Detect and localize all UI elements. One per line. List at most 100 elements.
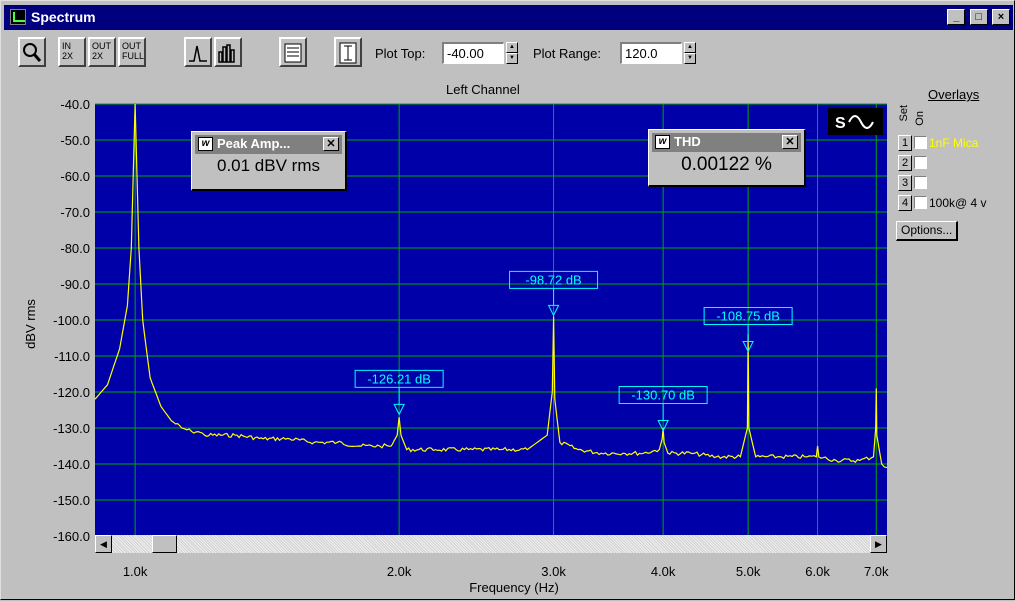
overlay-set-button-3[interactable]: 3 bbox=[898, 175, 912, 191]
y-tick-label: -100.0 bbox=[53, 313, 90, 328]
minimize-button[interactable]: _ bbox=[947, 9, 966, 25]
overlay-set-button-4[interactable]: 4 bbox=[898, 195, 912, 211]
scroll-right-button[interactable]: ▶ bbox=[870, 535, 887, 553]
overlays-set-header: Set bbox=[898, 105, 910, 122]
title-bar[interactable]: Spectrum _ □ × bbox=[4, 5, 1013, 30]
overlay-set-button-2[interactable]: 2 bbox=[898, 155, 912, 171]
overlay-checkbox-1[interactable] bbox=[914, 136, 927, 149]
thd-popup[interactable]: w THD ✕ 0.00122 % bbox=[648, 129, 806, 187]
x-tick-label: 4.0k bbox=[651, 564, 676, 579]
thd-popup-title: THD bbox=[674, 134, 701, 149]
wave-icon: w bbox=[198, 137, 213, 151]
zoom-in-2x-label: IN 2X bbox=[62, 41, 74, 61]
x-tick-label: 3.0k bbox=[541, 564, 566, 579]
logo-icon: S bbox=[835, 115, 846, 132]
range-button[interactable] bbox=[334, 37, 362, 67]
y-tick-label: -160.0 bbox=[53, 529, 90, 544]
window-title: Spectrum bbox=[31, 9, 96, 25]
y-tick-label: -130.0 bbox=[53, 421, 90, 436]
plot-top-label: Plot Top: bbox=[375, 46, 426, 61]
scroll-thumb[interactable] bbox=[152, 535, 177, 553]
x-tick-label: 7.0k bbox=[864, 564, 889, 579]
overlay-options-button[interactable]: Options... bbox=[896, 221, 959, 241]
peak-amplitude-popup[interactable]: w Peak Amp... ✕ 0.01 dBV rms bbox=[191, 131, 347, 191]
thd-value: 0.00122 % bbox=[681, 154, 772, 175]
x-tick-label: 6.0k bbox=[805, 564, 830, 579]
plot-range-field[interactable]: 120.0 bbox=[620, 42, 682, 64]
plot-top-field[interactable]: -40.00 bbox=[442, 42, 504, 64]
overlay-checkbox-2[interactable] bbox=[914, 156, 927, 169]
spectrum-trace bbox=[94, 103, 888, 469]
list-button[interactable] bbox=[279, 37, 307, 67]
marker-label: -126.21 dB bbox=[367, 371, 431, 386]
marker-arrow bbox=[547, 304, 560, 317]
marker-label: -108.75 dB bbox=[716, 309, 780, 324]
spectrum-plot[interactable]: -40.0 -50.0 -60.0 -70.0 -80.0 -90.0 -100.0 -110… bbox=[1, 1, 901, 601]
overlays-title: Overlays bbox=[928, 87, 980, 102]
plot-top-spinner[interactable]: ▲ ▼ bbox=[506, 42, 518, 64]
zoom-out-2x-label: OUT 2X bbox=[92, 41, 111, 61]
overlay-row-3: 3 bbox=[898, 175, 929, 193]
overlay-row-4: 4 100k@ 4 v bbox=[898, 195, 987, 213]
chart-title: Left Channel bbox=[446, 82, 520, 97]
zoom-out-full-label: OUT FULL bbox=[122, 41, 145, 61]
scroll-left-button[interactable]: ◀ bbox=[95, 535, 112, 553]
y-tick-label: -80.0 bbox=[60, 241, 90, 256]
peak-popup-close-button[interactable]: ✕ bbox=[323, 137, 339, 151]
maximize-button[interactable]: □ bbox=[969, 9, 988, 25]
plot-range-label: Plot Range: bbox=[533, 46, 601, 61]
zoom-out-2x-button[interactable]: OUT 2X bbox=[88, 37, 116, 67]
marker-label: -130.70 dB bbox=[631, 388, 695, 403]
x-tick-label: 2.0k bbox=[387, 564, 412, 579]
zoom-out-full-button[interactable]: OUT FULL bbox=[118, 37, 146, 67]
zoom-in-2x-button[interactable]: IN 2X bbox=[58, 37, 86, 67]
overlay-set-button-1[interactable]: 1 bbox=[898, 135, 912, 151]
close-button[interactable]: × bbox=[992, 9, 1010, 25]
wave-logo-icon bbox=[848, 115, 874, 129]
marker-arrow bbox=[393, 403, 405, 416]
peak-amplitude-value: 0.01 dBV rms bbox=[217, 156, 320, 175]
y-tick-label: -110.0 bbox=[54, 349, 90, 364]
range-icon bbox=[339, 42, 357, 64]
line-graph-button[interactable] bbox=[184, 37, 212, 67]
peak-popup-title: Peak Amp... bbox=[217, 136, 291, 151]
y-tick-label: -90.0 bbox=[60, 277, 90, 292]
marker-label: -98.72 dB bbox=[525, 272, 581, 287]
zoom-button[interactable] bbox=[18, 37, 46, 67]
x-tick-label: 5.0k bbox=[736, 564, 761, 579]
overlay-row-1: 1 1nF Mica bbox=[898, 135, 978, 153]
thd-popup-close-button[interactable]: ✕ bbox=[782, 135, 798, 149]
marker-arrow bbox=[657, 420, 669, 432]
magnifier-icon bbox=[23, 43, 42, 62]
bar-graph-icon bbox=[218, 44, 235, 63]
overlay-label-4: 100k@ 4 v bbox=[929, 196, 987, 210]
marker-arrow bbox=[742, 341, 754, 353]
spectrum-app-icon[interactable] bbox=[10, 9, 26, 25]
x-axis-label: Frequency (Hz) bbox=[469, 580, 559, 595]
y-tick-label: -40.0 bbox=[60, 97, 90, 112]
y-tick-label: -70.0 bbox=[60, 205, 90, 220]
list-icon bbox=[284, 43, 302, 63]
plot-range-spinner[interactable]: ▲ ▼ bbox=[684, 42, 696, 64]
y-tick-label: -60.0 bbox=[60, 169, 90, 184]
overlays-on-header: On bbox=[914, 111, 926, 126]
toolbar: IN 2X OUT 2X OUT FULL Plot Top: -40.00 ▲… bbox=[4, 31, 1013, 71]
x-tick-label: 1.0k bbox=[123, 564, 148, 579]
y-tick-label: -150.0 bbox=[53, 493, 90, 508]
y-tick-label: -120.0 bbox=[53, 385, 90, 400]
peak-popup-titlebar[interactable]: w Peak Amp... ✕ bbox=[195, 135, 342, 154]
overlay-label-1: 1nF Mica bbox=[929, 136, 979, 150]
wave-icon: w bbox=[655, 135, 670, 149]
y-tick-label: -140.0 bbox=[53, 457, 90, 472]
y-tick-label: -50.0 bbox=[60, 133, 90, 148]
thd-popup-titlebar[interactable]: w THD ✕ bbox=[652, 133, 801, 152]
logo-badge bbox=[828, 108, 883, 135]
horizontal-scrollbar[interactable]: ◀ ▶ bbox=[95, 535, 887, 553]
overlay-checkbox-4[interactable] bbox=[914, 196, 927, 209]
y-axis-label: dBV rms bbox=[23, 299, 38, 349]
bar-graph-button[interactable] bbox=[214, 37, 242, 67]
overlay-checkbox-3[interactable] bbox=[914, 176, 927, 189]
overlay-row-2: 2 bbox=[898, 155, 929, 173]
line-graph-icon bbox=[189, 45, 207, 62]
